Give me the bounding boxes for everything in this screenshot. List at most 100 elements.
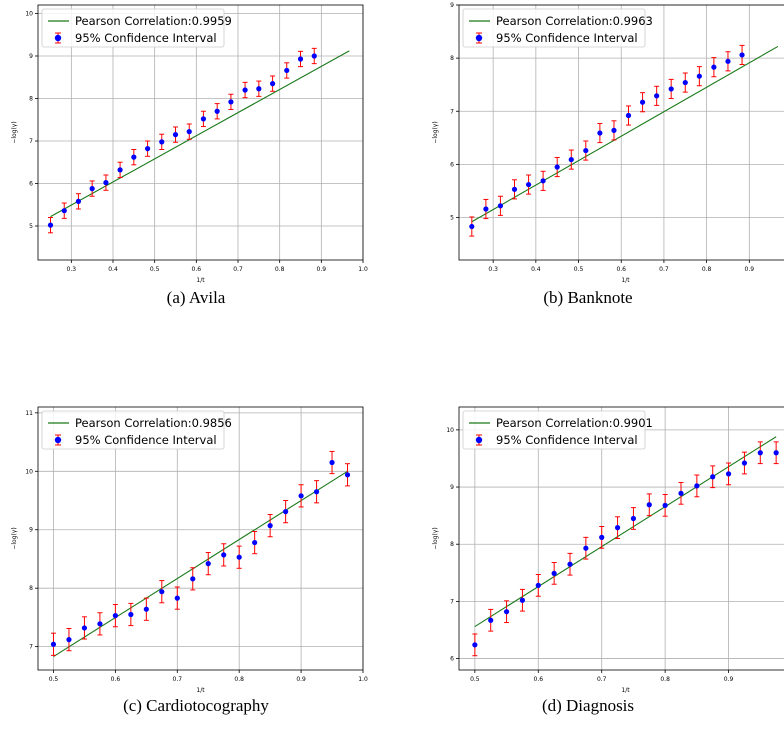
data-point xyxy=(311,53,317,59)
legend-point-swatch xyxy=(54,436,62,444)
data-point xyxy=(614,525,621,531)
x-tick-label: 0.3 xyxy=(488,266,498,273)
legend-label-correlation: Pearson Correlation:0.9856 xyxy=(75,416,232,430)
data-point xyxy=(159,139,165,145)
data-point xyxy=(97,621,103,627)
data-point xyxy=(483,206,489,212)
x-tick-label: 0.5 xyxy=(150,266,160,273)
fit-line xyxy=(474,436,777,628)
data-point xyxy=(143,606,149,612)
chart-avila: 0.3 0.4 0.5 0.6 0.7 0.8 0.9 1.0 5 6 7 8 9 10 1/t −log(γ… xyxy=(11,4,368,284)
caption-banknote: (b) Banknote xyxy=(543,288,633,307)
fit-line xyxy=(50,50,350,218)
data-point xyxy=(694,483,700,489)
data-point xyxy=(654,93,660,99)
legend-label-confidence: 95% Confidence Interval xyxy=(496,433,638,447)
data-point xyxy=(472,642,478,648)
data-point xyxy=(678,490,684,496)
chart-cardiotocography: 0.5 0.6 0.7 0.8 0.9 1.0 7 8 9 10 11 1/t −log(γ) Pears… xyxy=(11,406,368,694)
plot-frame xyxy=(458,4,784,261)
data-point xyxy=(525,181,532,188)
data-point xyxy=(535,582,541,588)
data-point xyxy=(47,222,54,228)
data-point xyxy=(469,223,475,230)
data-point xyxy=(511,186,518,192)
data-point xyxy=(711,64,717,70)
chart-panel-cardiotocography: 0.5 0.6 0.7 0.8 0.9 1.0 7 8 9 10 11 1/t −log(γ) Pears… xyxy=(0,369,392,738)
data-point xyxy=(554,164,560,170)
data-point xyxy=(112,613,118,619)
x-tick-label: 0.9 xyxy=(724,676,734,683)
legend-box xyxy=(462,410,646,450)
data-point xyxy=(66,637,72,643)
data-point xyxy=(81,625,88,631)
data-point xyxy=(519,597,526,603)
plot-frame xyxy=(37,4,364,261)
x-tick-label: 0.6 xyxy=(534,676,544,683)
data-point xyxy=(283,509,289,515)
data-point xyxy=(159,589,165,595)
y-tick-label: 10 xyxy=(25,11,33,18)
chart-banknote: 0.3 0.4 0.5 0.6 0.7 0.8 0.9 5 6 7 8 9 1/t −log(γ) Pear… xyxy=(432,2,784,284)
legend-point-swatch xyxy=(475,34,483,42)
data-point xyxy=(497,203,504,209)
data-point xyxy=(131,154,137,160)
fit-line xyxy=(53,470,348,658)
data-point xyxy=(61,208,67,214)
y-tick-label: 10 xyxy=(446,427,454,434)
data-point xyxy=(242,87,248,93)
data-point xyxy=(583,545,589,551)
plot-area xyxy=(469,44,779,237)
legend-label-correlation: Pearson Correlation:0.9901 xyxy=(496,416,653,430)
data-point xyxy=(488,617,494,623)
legend-label-confidence: 95% Confidence Interval xyxy=(75,31,217,45)
data-point xyxy=(639,99,646,105)
data-point xyxy=(568,156,574,163)
y-tick-label: 9 xyxy=(450,484,454,491)
data-point xyxy=(172,132,179,138)
data-point xyxy=(174,595,180,601)
data-point xyxy=(757,450,763,456)
y-tick-label: 8 xyxy=(450,55,454,62)
data-point xyxy=(597,130,603,136)
legend-box xyxy=(41,410,225,450)
chart-panel-avila: 0.3 0.4 0.5 0.6 0.7 0.8 0.9 1.0 5 6 7 8 9 10 1/t −log(γ… xyxy=(0,0,392,369)
y-tick-label: 9 xyxy=(450,2,454,9)
data-point xyxy=(696,73,702,79)
x-tick-label: 0.6 xyxy=(192,266,202,273)
x-axis-label: 1/t xyxy=(621,277,630,284)
data-point xyxy=(583,147,589,154)
x-tick-label: 0.8 xyxy=(234,676,244,683)
legend-label-correlation: Pearson Correlation:0.9963 xyxy=(496,14,653,28)
x-tick-label: 0.5 xyxy=(49,676,59,683)
x-tick-label: 1.0 xyxy=(358,266,368,273)
y-tick-label: 8 xyxy=(29,585,33,592)
chart-diagnosis: 0.5 0.6 0.7 0.8 0.9 6 7 8 9 10 1/t −log(γ) Pearson C… xyxy=(432,406,784,694)
data-point xyxy=(284,67,290,74)
x-tick-label: 0.9 xyxy=(745,266,755,273)
x-tick-label: 0.7 xyxy=(597,676,607,683)
data-point xyxy=(267,523,273,529)
data-point xyxy=(269,81,276,87)
data-point xyxy=(625,112,632,119)
y-tick-label: 5 xyxy=(29,223,33,230)
x-tick-label: 0.7 xyxy=(659,266,669,273)
y-tick-label: 5 xyxy=(450,215,454,222)
data-point xyxy=(50,641,57,647)
data-point xyxy=(344,472,351,478)
data-point xyxy=(298,493,304,499)
y-tick-label: 7 xyxy=(450,598,454,605)
legend-label-correlation: Pearson Correlation:0.9959 xyxy=(75,14,232,28)
x-axis-label: 1/t xyxy=(196,277,205,284)
legend-point-swatch xyxy=(475,436,483,444)
data-point xyxy=(313,489,320,495)
x-tick-label: 0.9 xyxy=(296,676,306,683)
data-point xyxy=(611,127,617,133)
x-tick-label: 0.5 xyxy=(470,676,480,683)
caption-diagnosis: (d) Diagnosis xyxy=(541,696,635,715)
data-point xyxy=(630,515,637,522)
chart-panel-banknote: 0.3 0.4 0.5 0.6 0.7 0.8 0.9 5 6 7 8 9 1/t −log(γ) Pear… xyxy=(392,0,784,369)
plot-frame xyxy=(458,406,784,671)
data-point xyxy=(190,576,196,582)
y-tick-label: 8 xyxy=(29,96,33,103)
